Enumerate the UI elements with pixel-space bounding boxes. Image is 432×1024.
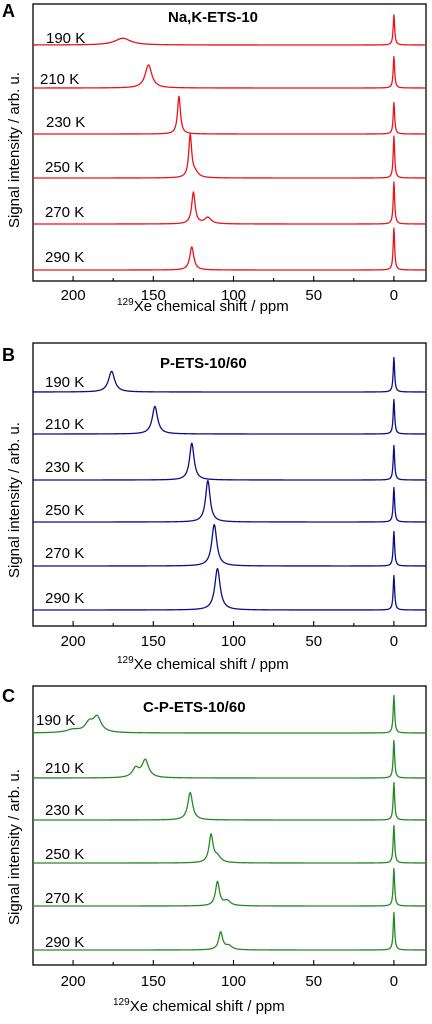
x-axis-label-superscript: 129 bbox=[117, 297, 134, 308]
panel-c-temp-label: 290 K bbox=[45, 934, 84, 951]
x-tick-label: 50 bbox=[305, 973, 322, 990]
spectrum-line-230k bbox=[32, 781, 427, 821]
x-tick-label: 50 bbox=[305, 287, 322, 304]
spectrum-line-290k bbox=[32, 227, 427, 271]
panel-c-x-tick-labels: 200 150 100 50 0 bbox=[61, 973, 399, 990]
spectrum-line-250k bbox=[32, 824, 427, 864]
spectrum-line-230k bbox=[32, 442, 427, 481]
panel-a-temp-label: 290 K bbox=[45, 249, 84, 266]
x-tick-label: 100 bbox=[221, 633, 246, 650]
panel-b-temp-label: 270 K bbox=[45, 545, 84, 562]
panel-a-temp-label: 250 K bbox=[45, 159, 84, 176]
panel-c-y-axis-label: Signal intensity / arb. u. bbox=[6, 769, 23, 925]
spectrum-line-210k bbox=[32, 739, 427, 779]
spectrum-line-230k bbox=[32, 95, 427, 135]
spectrum-line-250k bbox=[32, 133, 427, 179]
panel-c-spectra bbox=[32, 694, 427, 951]
panel-b-letter: B bbox=[2, 345, 15, 365]
x-tick-label: 100 bbox=[221, 973, 246, 990]
panel-a-title: Na,K-ETS-10 bbox=[168, 9, 258, 26]
spectrum-line-210k bbox=[32, 398, 427, 435]
panel-a-y-axis-label: Signal intensity / arb. u. bbox=[6, 72, 23, 228]
x-tick-label: 0 bbox=[390, 633, 398, 650]
spectrum-line-290k bbox=[32, 567, 427, 611]
spectrum-line-270k bbox=[32, 181, 427, 225]
x-tick-label: 0 bbox=[390, 287, 398, 304]
x-tick-label: 50 bbox=[305, 633, 322, 650]
x-tick-label: 0 bbox=[390, 973, 398, 990]
x-tick-label: 200 bbox=[61, 287, 86, 304]
panel-c-letter: C bbox=[2, 686, 15, 706]
spectrum-line-190k bbox=[32, 694, 427, 734]
panel-c-temp-label: 210 K bbox=[45, 760, 84, 777]
panel-a-x-tick-labels: 200 150 100 50 0 bbox=[61, 287, 399, 304]
panel-a-spectra bbox=[32, 14, 427, 271]
spectrum-line-190k bbox=[32, 14, 427, 46]
x-tick-label: 150 bbox=[141, 973, 166, 990]
x-axis-label-text: Xe chemical shift / ppm bbox=[134, 656, 289, 673]
panel-b-x-axis-label: 129Xe chemical shift / ppm bbox=[117, 655, 289, 673]
panel-c-temp-label: 230 K bbox=[45, 802, 84, 819]
panel-a-letter: A bbox=[2, 1, 15, 21]
panel-c-frame bbox=[32, 685, 427, 966]
panel-b-title: P-ETS-10/60 bbox=[160, 355, 247, 372]
panel-b-x-ticks bbox=[72, 621, 395, 626]
panel-c-temp-label: 270 K bbox=[45, 890, 84, 907]
spectrum-line-290k bbox=[32, 911, 427, 951]
spectrum-line-210k bbox=[32, 55, 427, 89]
panel-a-temp-label: 210 K bbox=[40, 71, 79, 88]
panel-c-x-ticks bbox=[72, 960, 395, 965]
panel-b-spectra bbox=[32, 356, 427, 611]
x-tick-label: 200 bbox=[61, 973, 86, 990]
panel-c-title: C-P-ETS-10/60 bbox=[143, 699, 246, 716]
panel-a-temp-label: 230 K bbox=[46, 114, 85, 131]
panel-a-x-ticks bbox=[72, 276, 395, 281]
spectrum-line-190k bbox=[32, 356, 427, 393]
panel-c-x-axis-label: 129Xe chemical shift / ppm bbox=[113, 997, 285, 1015]
panel-b-temp-label: 210 K bbox=[45, 416, 84, 433]
panel-b-temp-label: 190 K bbox=[45, 374, 84, 391]
panel-a-x-axis-label: 129Xe chemical shift / ppm bbox=[117, 297, 289, 315]
panel-a-frame bbox=[32, 3, 427, 282]
panel-c: C C-P-ETS-10/60 200 150 100 50 0 190 K 210 K… bbox=[2, 685, 427, 1015]
panel-a: A Na,K-ETS-10 200 150 100 50 0 190 K 210 K 2… bbox=[2, 1, 427, 315]
panel-c-temp-label: 250 K bbox=[45, 846, 84, 863]
x-axis-label-text: Xe chemical shift / ppm bbox=[134, 298, 289, 315]
spectrum-line-270k bbox=[32, 523, 427, 567]
panel-b: B P-ETS-10/60 200 150 100 50 0 190 K 210 K 2… bbox=[2, 342, 427, 673]
x-tick-label: 200 bbox=[61, 633, 86, 650]
x-axis-label-text: Xe chemical shift / ppm bbox=[130, 998, 285, 1015]
panel-b-y-axis-label: Signal intensity / arb. u. bbox=[6, 422, 23, 578]
panel-c-temp-label: 190 K bbox=[36, 712, 75, 729]
x-axis-label-superscript: 129 bbox=[117, 655, 134, 666]
panel-b-temp-label: 250 K bbox=[45, 502, 84, 519]
spectrum-line-270k bbox=[32, 867, 427, 907]
spectrum-line-250k bbox=[32, 479, 427, 523]
panel-a-temp-label: 270 K bbox=[45, 204, 84, 221]
panel-b-frame bbox=[32, 342, 427, 627]
x-tick-label: 150 bbox=[141, 633, 166, 650]
x-tick-label: 150 bbox=[141, 287, 166, 304]
panel-b-x-tick-labels: 200 150 100 50 0 bbox=[61, 633, 399, 650]
panel-a-temp-label: 190 K bbox=[46, 30, 85, 47]
x-axis-label-superscript: 129 bbox=[113, 997, 130, 1008]
panel-b-temp-label: 230 K bbox=[45, 459, 84, 476]
x-tick-label: 100 bbox=[221, 287, 246, 304]
panel-b-temp-label: 290 K bbox=[45, 590, 84, 607]
